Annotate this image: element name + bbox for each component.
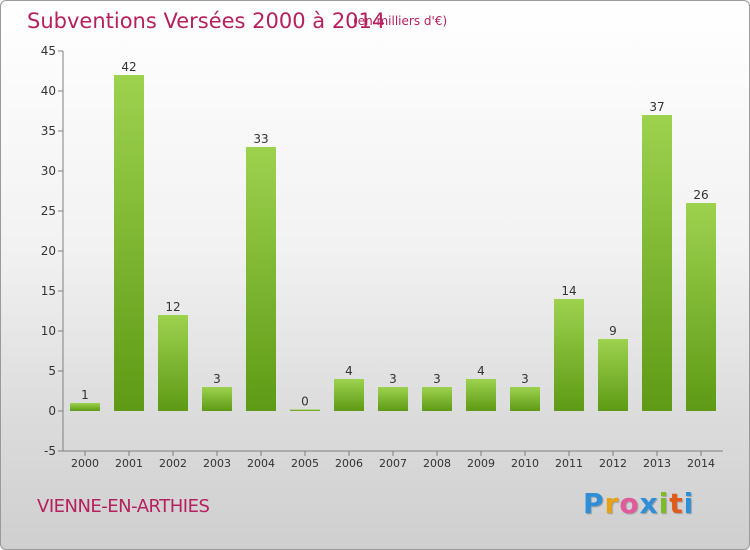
x-tick-label: 2010 [511, 457, 539, 470]
bar-value-label: 26 [693, 188, 708, 202]
x-tick-label: 2003 [203, 457, 231, 470]
logo-letter: o [619, 487, 640, 520]
x-tick-label: 2005 [291, 457, 319, 470]
bar-2012 [598, 339, 628, 411]
bar-value-label: 3 [389, 372, 397, 386]
bar-value-label: 1 [81, 388, 89, 402]
y-tick-label: 30 [41, 164, 56, 178]
proxiti-logo: Proxiti [583, 487, 694, 520]
bar-value-label: 4 [477, 364, 485, 378]
bar-value-label: 3 [433, 372, 441, 386]
bar-2011 [554, 299, 584, 411]
y-tick-label: 15 [41, 284, 56, 298]
y-tick-label: 25 [41, 204, 56, 218]
town-name: VIENNE-EN-ARTHIES [37, 496, 210, 517]
y-tick-label: 45 [41, 44, 56, 58]
bar-2004 [246, 147, 276, 411]
bar-value-label: 37 [649, 100, 664, 114]
y-tick-label: -5 [44, 444, 56, 458]
bar-2007 [378, 387, 408, 411]
bar-value-label: 9 [609, 324, 617, 338]
bar-value-label: 0 [301, 395, 309, 409]
x-tick-label: 2011 [555, 457, 583, 470]
x-tick-label: 2008 [423, 457, 451, 470]
y-tick-label: 40 [41, 84, 56, 98]
x-tick-label: 2012 [599, 457, 627, 470]
bar-value-label: 4 [345, 364, 353, 378]
chart-subtitle: (en milliers d'€) [353, 14, 448, 28]
bar-2013 [642, 115, 672, 411]
chart-title: Subventions Versées 2000 à 2014 [27, 9, 386, 33]
x-tick-label: 2004 [247, 457, 275, 470]
x-tick-label: 2013 [643, 457, 671, 470]
bar-2001 [114, 75, 144, 411]
bar-2003 [202, 387, 232, 411]
bar-2000 [70, 403, 100, 411]
bar-2008 [422, 387, 452, 411]
logo-letter: i [658, 487, 670, 520]
logo-letter: t [669, 487, 684, 520]
logo-letter: i [683, 487, 695, 520]
x-tick-label: 2007 [379, 457, 407, 470]
logo-letter: r [604, 487, 620, 520]
x-tick-label: 2001 [115, 457, 143, 470]
y-tick-label: 10 [41, 324, 56, 338]
bar-2002 [158, 315, 188, 411]
bar-value-label: 12 [165, 300, 180, 314]
bar-2014 [686, 203, 716, 411]
bar-value-label: 42 [121, 60, 136, 74]
bar-value-label: 33 [253, 132, 268, 146]
bar-2005 [290, 409, 320, 411]
y-tick-label: 20 [41, 244, 56, 258]
bar-value-label: 3 [213, 372, 221, 386]
x-tick-label: 2002 [159, 457, 187, 470]
y-tick-label: 35 [41, 124, 56, 138]
x-tick-label: 2009 [467, 457, 495, 470]
logo-letter: x [639, 487, 659, 520]
y-tick-label: 0 [48, 404, 56, 418]
y-tick-label: 5 [48, 364, 56, 378]
bar-value-label: 14 [561, 284, 576, 298]
bar-value-label: 3 [521, 372, 529, 386]
bar-2009 [466, 379, 496, 411]
x-tick-label: 2014 [687, 457, 715, 470]
bar-2010 [510, 387, 540, 411]
logo-letter: P [583, 487, 605, 520]
bar-2006 [334, 379, 364, 411]
x-tick-label: 2000 [71, 457, 99, 470]
x-tick-label: 2006 [335, 457, 363, 470]
